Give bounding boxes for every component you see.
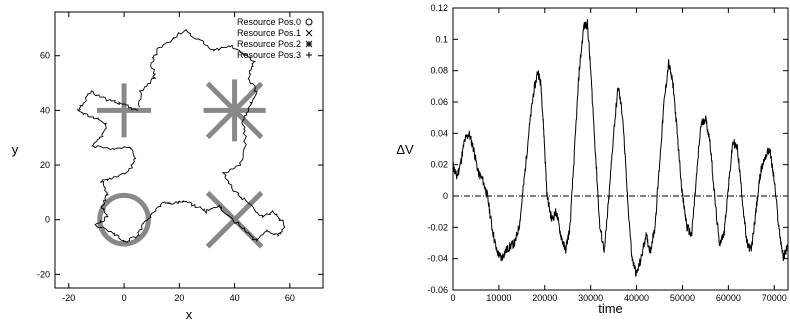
delta-v-ticks: 0 10000 20000 30000 40000 50000 60000 70000 -0.0… — [427, 3, 788, 303]
x-tick-label: 0 — [450, 293, 455, 303]
y-tick-label: 0.12 — [430, 3, 448, 13]
x-tick-label: 20 — [174, 293, 184, 303]
legend-label: Resource Pos.2 — [237, 39, 301, 49]
legend-marker-x — [305, 29, 313, 37]
legend-marker-plus — [306, 52, 312, 58]
legend-label: Resource Pos.1 — [237, 28, 301, 38]
delta-v-plot-frame — [452, 7, 789, 291]
resource-marker-x — [205, 190, 264, 249]
x-tick-label: 60000 — [716, 293, 741, 303]
y-tick-label: 60 — [40, 51, 50, 61]
y-tick-label: 0.02 — [430, 160, 448, 170]
delta-v-line — [452, 19, 789, 277]
x-tick-label: 70000 — [762, 293, 787, 303]
x-tick-label: 50000 — [670, 293, 695, 303]
delta-v-series — [452, 19, 789, 277]
y-tick-label: 0.06 — [430, 97, 448, 107]
y-tick-label: -0.06 — [427, 285, 448, 295]
delta-v-x-axis-label: time — [598, 301, 623, 316]
x-tick-label: 10000 — [486, 293, 511, 303]
trajectory-y-axis-label: y — [12, 142, 19, 157]
delta-v-chart: 0 10000 20000 30000 40000 50000 60000 70000 -0.0… — [396, 3, 789, 316]
y-tick-label: 40 — [40, 105, 50, 115]
trajectory-x-axis-label: x — [186, 307, 193, 322]
x-tick-label: 30000 — [578, 293, 603, 303]
x-tick-label: 60 — [285, 293, 295, 303]
x-tick-label: 40000 — [624, 293, 649, 303]
legend-marker-star — [305, 40, 313, 48]
y-tick-label: 20 — [40, 160, 50, 170]
trajectory-line — [76, 29, 286, 243]
legend-label: Resource Pos.3 — [237, 50, 301, 60]
x-tick-label: 20000 — [532, 293, 557, 303]
trajectory-path — [76, 29, 286, 243]
resource-marker-star — [203, 79, 266, 142]
y-tick-label: 0 — [45, 215, 50, 225]
y-tick-label: 0.1 — [435, 34, 448, 44]
trajectory-plot-frame — [54, 11, 324, 289]
legend-label: Resource Pos.0 — [237, 17, 301, 27]
y-tick-label: -0.02 — [427, 222, 448, 232]
y-tick-label: 0 — [443, 191, 448, 201]
trajectory-ticks: -20 0 20 40 60 -20 0 20 40 60 — [37, 12, 323, 303]
x-tick-label: -20 — [62, 293, 75, 303]
resource-marker-circle — [97, 192, 151, 247]
y-tick-label: -20 — [37, 269, 50, 279]
y-tick-label: 0.08 — [430, 66, 448, 76]
resource-marker-plus — [97, 83, 152, 138]
y-tick-label: -0.04 — [427, 254, 448, 264]
x-tick-label: 0 — [122, 293, 127, 303]
x-tick-label: 40 — [230, 293, 240, 303]
legend-marker-circle — [305, 18, 313, 26]
y-tick-label: 0.04 — [430, 128, 448, 138]
delta-v-y-axis-label: ΔV — [396, 142, 414, 157]
